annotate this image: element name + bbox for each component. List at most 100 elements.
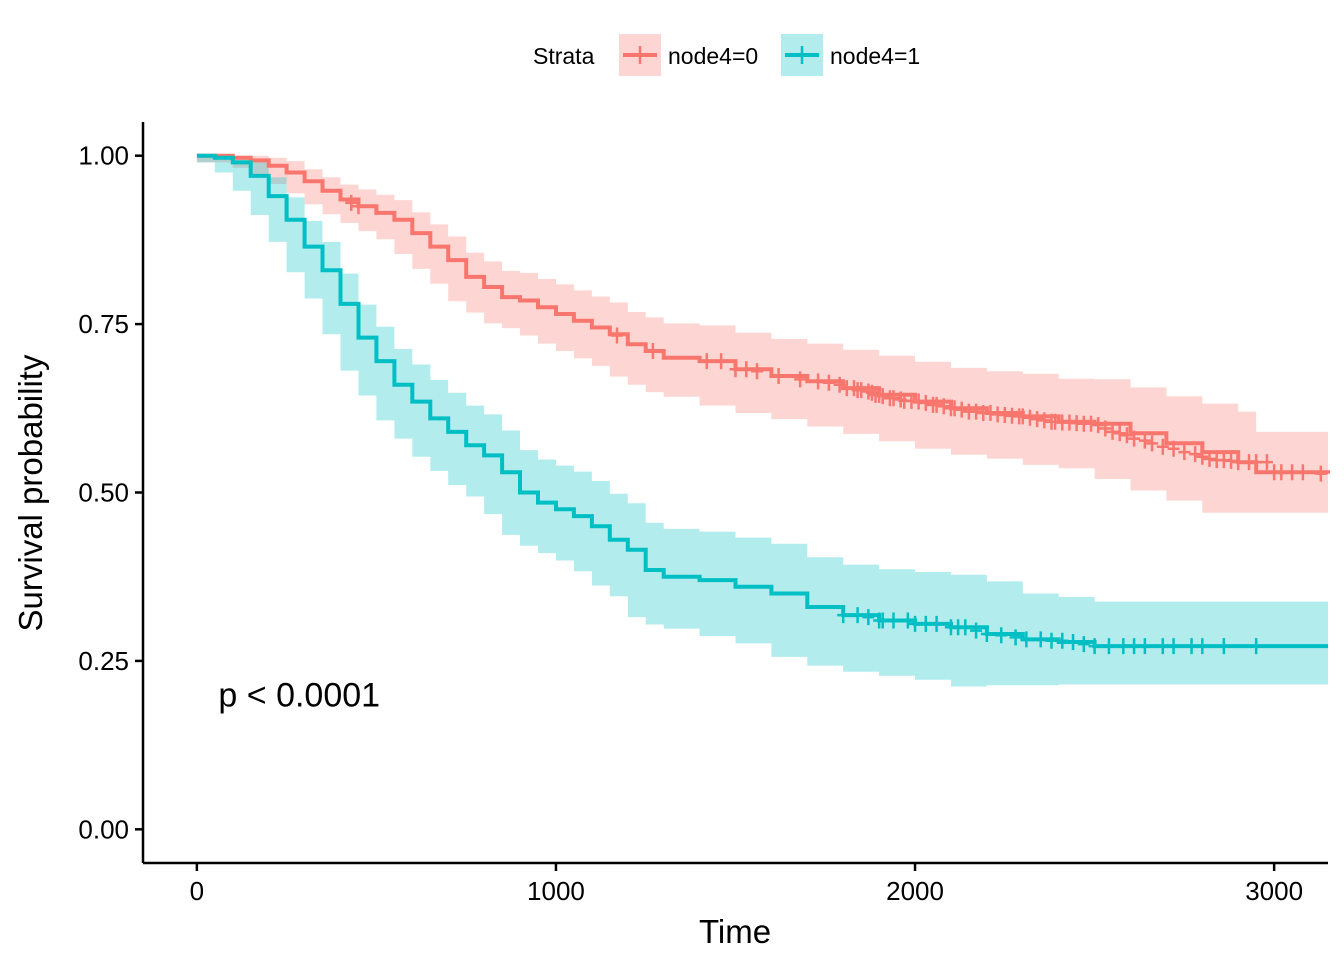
censor-mark [955,401,968,418]
censor-marks [345,194,1327,655]
censor-mark [1117,638,1130,655]
censor-mark [919,394,932,411]
censor-mark [1217,638,1230,655]
censor-mark [909,615,922,632]
censor-mark [1167,638,1180,655]
censor-mark [1016,408,1029,425]
censor-mark [1138,638,1151,655]
censor-mark [1314,465,1327,482]
censor-mark [855,382,868,399]
censor-mark [851,607,864,624]
survival-line-node4-0 [196,153,1330,475]
censor-mark [887,390,900,407]
censor-mark [1189,446,1202,463]
censor-mark [1085,415,1097,432]
censor-mark [1225,452,1238,469]
y-tick-label: 0.50 [78,478,129,508]
censor-mark [1146,435,1159,452]
censor-mark [1250,454,1263,471]
censor-mark [794,371,807,388]
ci-band-node4-1 [196,155,1328,687]
censor-mark [715,353,728,370]
censor-mark [1120,427,1133,444]
censor-mark [1196,638,1209,655]
censor-mark [1232,454,1245,471]
censor-mark [352,198,365,215]
censor-mark [646,343,659,360]
censor-mark [1260,454,1273,471]
censor-mark [812,373,825,390]
censor-mark [751,363,764,380]
censor-mark [729,361,742,378]
censor-mark [1020,631,1033,648]
censor-mark [1156,438,1169,455]
censor-mark [1092,417,1105,434]
censor-mark [1128,430,1141,447]
legend-label-node4-1: node4=1 [830,43,920,69]
censor-mark [1138,432,1151,449]
censor-mark [901,612,914,629]
censor-mark [1056,632,1069,649]
censor-mark [1031,411,1044,428]
censor-mark [1009,629,1022,646]
censor-mark [970,622,983,639]
x-axis-title: Time [699,913,771,950]
censor-mark [611,327,623,344]
censor-mark [822,374,835,391]
censor-mark [1113,425,1126,442]
y-tick-label: 0.75 [78,309,129,339]
censor-mark [1099,420,1112,437]
x-tick-label: 3000 [1245,876,1303,906]
censor-mark [887,612,900,629]
legend-label-node4-0: node4=0 [668,43,758,69]
censor-mark [1167,440,1180,457]
censor-mark [930,396,943,413]
x-tick-label: 0 [190,876,204,906]
y-tick-label: 1.00 [78,141,129,171]
censor-mark [919,615,932,632]
censor-mark [1106,423,1119,440]
censor-mark [1045,632,1058,649]
censor-mark [740,361,753,378]
censor-mark [1250,638,1263,655]
censor-mark [1023,409,1036,426]
censor-mark [995,627,1008,644]
censor-mark [930,615,943,632]
censor-mark [1185,638,1198,655]
censor-mark [1102,638,1115,655]
ticks: 0 1000 2000 3000 0.00 0.25 0.50 0.75 1.00 [78,141,1303,906]
confidence-bands [196,155,1328,687]
x-tick-label: 2000 [886,876,944,906]
censor-mark [1196,448,1209,465]
censor-mark [912,393,925,410]
y-tick-label: 0.25 [78,646,129,676]
censor-mark [984,405,997,422]
censor-mark [876,612,889,629]
legend: Strata node4=0 node4=1 [533,34,920,76]
censor-mark [1038,412,1051,429]
censor-mark [876,388,889,405]
censor-mark [1067,634,1080,651]
censor-mark [959,619,972,636]
censor-mark [1178,444,1191,461]
p-value-annotation: p < 0.0001 [218,677,380,715]
censor-mark [937,398,950,415]
y-axis-title: Survival probability [12,354,49,631]
x-tick-label: 1000 [527,876,585,906]
censor-mark [1203,450,1216,467]
censor-mark [948,400,961,417]
censor-mark [1128,638,1141,655]
censor-mark [1077,636,1090,653]
censor-mark [862,609,875,626]
censor-mark [980,625,993,642]
censor-mark [970,403,983,420]
censor-mark [1088,638,1101,655]
censor-mark [700,353,713,370]
censor-mark [1156,638,1169,655]
censor-mark [1286,464,1299,481]
y-tick-label: 0.00 [78,814,129,844]
censor-mark [772,367,785,384]
censor-mark [837,607,850,624]
censor-mark [1034,631,1047,648]
